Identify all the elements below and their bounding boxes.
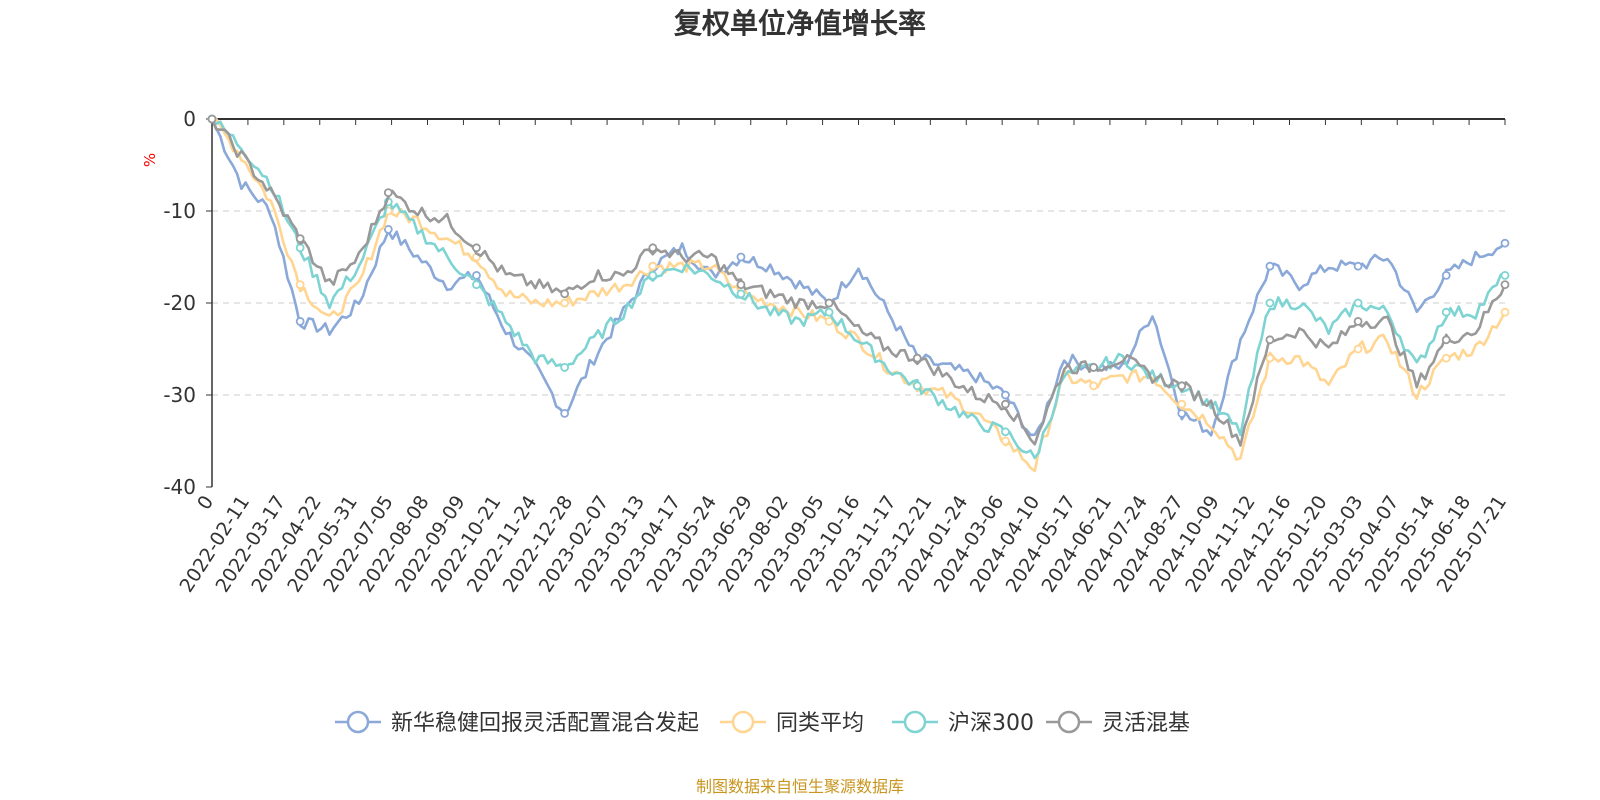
legend-label: 新华稳健回报灵活配置混合发起 bbox=[391, 711, 699, 736]
series-point-1[interactable] bbox=[295, 280, 305, 290]
series-point-1[interactable] bbox=[1177, 399, 1187, 409]
series-point-3[interactable] bbox=[1500, 280, 1510, 290]
series-point-3[interactable] bbox=[1265, 335, 1275, 345]
x-axis: 02022-02-112022-03-172022-04-222022-05-3… bbox=[176, 118, 1511, 596]
series-point-3[interactable] bbox=[207, 114, 217, 124]
legend-marker bbox=[346, 710, 370, 734]
series-point-1[interactable] bbox=[560, 298, 570, 308]
series-point-1[interactable] bbox=[1089, 381, 1098, 391]
series-point-2[interactable] bbox=[824, 307, 834, 317]
series-point-1[interactable] bbox=[1441, 353, 1451, 363]
series-point-2[interactable] bbox=[560, 362, 570, 372]
series-point-0[interactable] bbox=[383, 224, 393, 234]
series-point-0[interactable] bbox=[472, 270, 481, 280]
series-point-3[interactable] bbox=[1001, 399, 1010, 409]
y-tick-label: -20 bbox=[163, 291, 196, 315]
series-point-1[interactable] bbox=[1001, 436, 1010, 446]
series-point-2[interactable] bbox=[1353, 298, 1363, 308]
series-point-3[interactable] bbox=[1089, 362, 1098, 372]
legend-item-1[interactable]: 同类平均 bbox=[720, 710, 864, 736]
series-line-3 bbox=[210, 118, 1507, 447]
series-point-0[interactable] bbox=[1500, 238, 1510, 248]
legend-marker bbox=[731, 710, 755, 734]
series-point-3[interactable] bbox=[1177, 381, 1187, 391]
series-point-0[interactable] bbox=[1001, 390, 1010, 400]
series-point-1[interactable] bbox=[1265, 353, 1275, 363]
series-point-3[interactable] bbox=[912, 353, 922, 363]
series-line-2 bbox=[211, 118, 1506, 460]
series-point-1[interactable] bbox=[648, 261, 658, 271]
series-point-3[interactable] bbox=[472, 243, 481, 253]
series-point-3[interactable] bbox=[383, 188, 393, 198]
y-tick-label: -30 bbox=[163, 383, 196, 407]
legend-label: 沪深300 bbox=[948, 711, 1034, 736]
y-axis: 0 -10 -20 -30 -40 bbox=[163, 107, 213, 499]
series-point-3[interactable] bbox=[1441, 335, 1451, 345]
series-point-0[interactable] bbox=[295, 316, 305, 326]
legend[interactable]: 新华稳健回报灵活配置混合发起 同类平均 沪深300 灵活混基 bbox=[335, 710, 1190, 736]
series-point-2[interactable] bbox=[736, 289, 746, 299]
series-group bbox=[207, 114, 1510, 473]
series-point-1[interactable] bbox=[1353, 344, 1363, 354]
legend-item-0[interactable]: 新华稳健回报灵活配置混合发起 bbox=[335, 710, 699, 736]
legend-marker bbox=[903, 710, 927, 734]
series-point-0[interactable] bbox=[1265, 261, 1275, 271]
series-line-1 bbox=[212, 117, 1507, 473]
series-point-3[interactable] bbox=[736, 280, 746, 290]
series-point-3[interactable] bbox=[560, 289, 570, 299]
series-point-2[interactable] bbox=[295, 243, 305, 253]
series-point-3[interactable] bbox=[295, 234, 305, 244]
series-point-0[interactable] bbox=[1441, 270, 1451, 280]
y-tick-label: 0 bbox=[183, 107, 196, 131]
series-point-3[interactable] bbox=[1353, 316, 1363, 326]
series-point-2[interactable] bbox=[1500, 270, 1510, 280]
series-point-3[interactable] bbox=[824, 298, 834, 308]
series-point-1[interactable] bbox=[1500, 307, 1510, 317]
legend-item-2[interactable]: 沪深300 bbox=[892, 710, 1034, 736]
source-note: 制图数据来自恒生聚源数据库 bbox=[696, 777, 904, 796]
chart-title: 复权单位净值增长率 bbox=[674, 7, 926, 40]
x-tick-label: 0 bbox=[193, 492, 218, 514]
legend-marker bbox=[1057, 710, 1081, 734]
series-point-3[interactable] bbox=[648, 243, 658, 253]
y-axis-unit: % bbox=[141, 153, 159, 167]
series-point-2[interactable] bbox=[1441, 307, 1451, 317]
series-point-2[interactable] bbox=[1265, 298, 1275, 308]
series-line-0 bbox=[210, 118, 1506, 437]
series-point-0[interactable] bbox=[560, 408, 570, 418]
legend-label: 灵活混基 bbox=[1102, 711, 1190, 736]
series-point-0[interactable] bbox=[736, 252, 746, 262]
legend-item-3[interactable]: 灵活混基 bbox=[1046, 710, 1190, 736]
series-point-0[interactable] bbox=[1353, 261, 1363, 271]
series-point-1[interactable] bbox=[824, 316, 834, 326]
series-point-2[interactable] bbox=[472, 280, 481, 290]
series-point-2[interactable] bbox=[648, 270, 658, 280]
series-point-2[interactable] bbox=[912, 381, 922, 391]
y-tick-label: -10 bbox=[163, 199, 196, 223]
y-tick-label: -40 bbox=[163, 475, 196, 499]
series-point-2[interactable] bbox=[1001, 427, 1010, 437]
series-point-0[interactable] bbox=[1177, 408, 1187, 418]
legend-label: 同类平均 bbox=[776, 711, 864, 736]
